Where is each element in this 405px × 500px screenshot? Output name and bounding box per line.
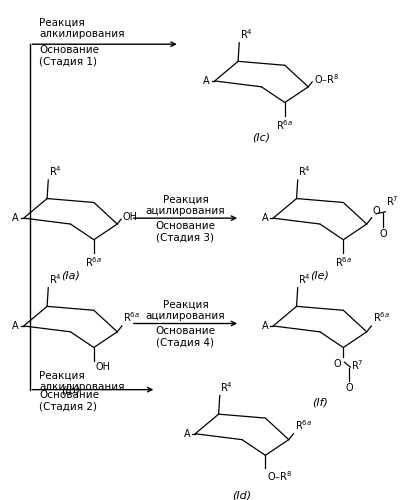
Text: R$^{6a}$: R$^{6a}$ [276,118,292,132]
Text: O: O [345,383,352,393]
Text: OH: OH [96,362,111,372]
Text: O: O [333,359,341,369]
Text: OH: OH [122,212,137,222]
Text: R$^{4}$: R$^{4}$ [239,27,252,41]
Text: R$^{6a}$: R$^{6a}$ [85,256,102,269]
Text: A: A [203,76,209,86]
Text: R$^{4}$: R$^{4}$ [49,164,61,178]
Text: (Ie): (Ie) [310,270,328,280]
Text: Основание
(Стадия 2): Основание (Стадия 2) [39,390,99,411]
Text: O: O [379,230,386,239]
Text: R$^{6a}$: R$^{6a}$ [123,310,140,324]
Text: O: O [372,206,379,216]
Text: R$^{4}$: R$^{4}$ [297,272,310,286]
Text: Основание
(Стадия 4): Основание (Стадия 4) [155,326,215,347]
Text: R$^{6a}$: R$^{6a}$ [372,310,389,324]
Text: R$^{4}$: R$^{4}$ [49,272,61,286]
Text: O–R$^{8}$: O–R$^{8}$ [266,469,291,483]
Text: (If): (If) [311,398,327,407]
Text: A: A [13,321,19,331]
Text: A: A [13,213,19,223]
Text: Основание
(Стадия 3): Основание (Стадия 3) [155,220,215,242]
Text: R$^{4}$: R$^{4}$ [220,380,232,394]
Text: Реакция
алкилирования: Реакция алкилирования [39,370,124,392]
Text: R$^{6a}$: R$^{6a}$ [294,418,311,432]
Text: R$^{6a}$: R$^{6a}$ [334,256,351,269]
Text: R$^{7}$: R$^{7}$ [351,358,363,372]
Text: (Ic): (Ic) [252,133,270,143]
Text: (Ib): (Ib) [61,385,80,395]
Text: R$^{7}$: R$^{7}$ [385,194,398,208]
Text: A: A [261,321,268,331]
Text: (Ia): (Ia) [61,270,80,280]
Text: A: A [261,213,268,223]
Text: A: A [183,428,190,439]
Text: Реакция
алкилирования: Реакция алкилирования [39,17,124,39]
Text: Реакция
ацилирования: Реакция ацилирования [145,300,225,321]
Text: R$^{4}$: R$^{4}$ [297,164,310,178]
Text: Основание
(Стадия 1): Основание (Стадия 1) [39,45,99,67]
Text: Реакция
ацилирования: Реакция ацилирования [145,194,225,216]
Text: O–R$^{8}$: O–R$^{8}$ [313,72,338,86]
Text: (Id): (Id) [232,490,251,500]
